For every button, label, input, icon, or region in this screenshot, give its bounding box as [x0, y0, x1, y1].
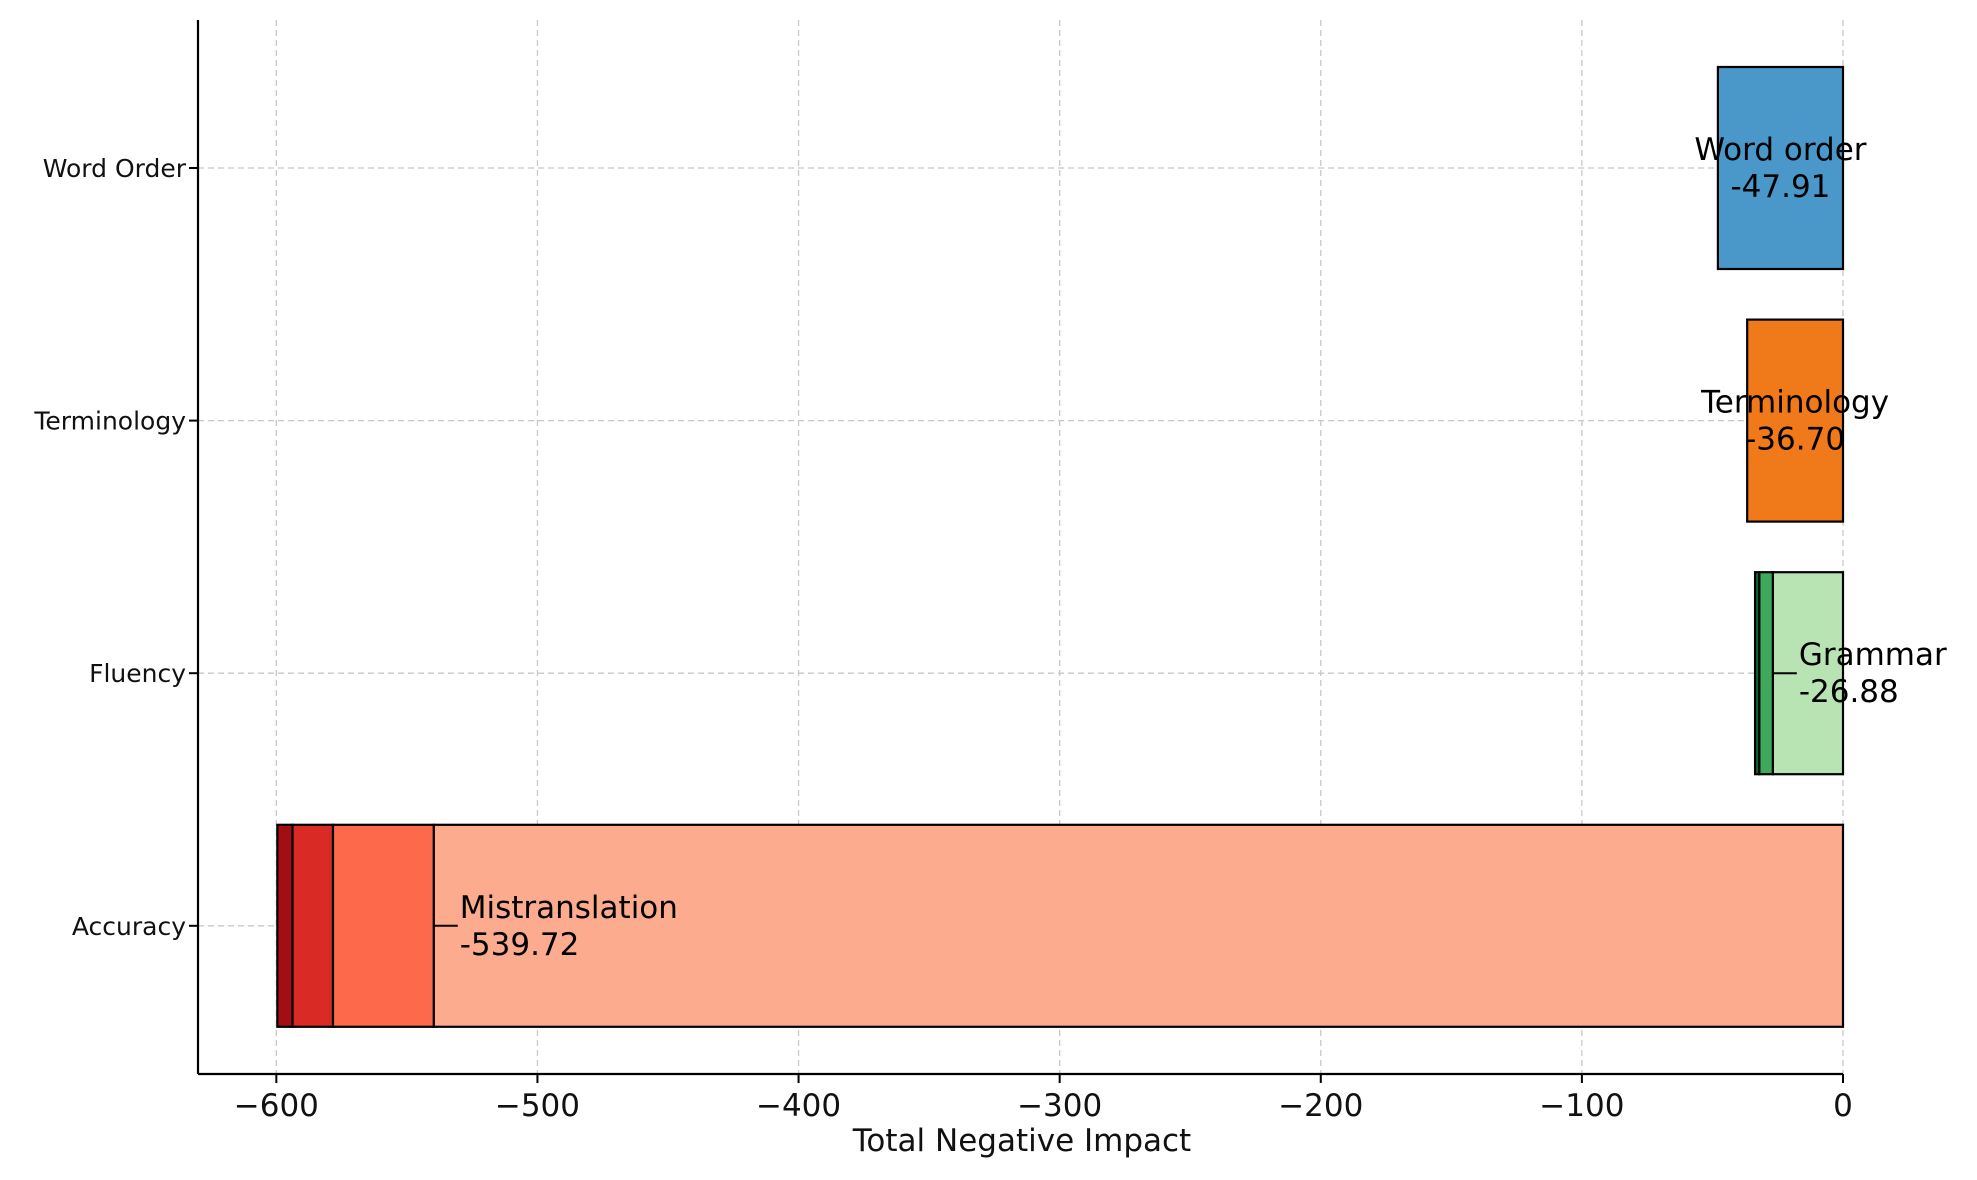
- x-tick-label: 0: [1833, 1088, 1853, 1124]
- y-tick-label: Word Order: [43, 154, 187, 183]
- bar-segment: [1758, 571, 1774, 776]
- segment-name-label: Mistranslation: [460, 890, 678, 926]
- bar-segment: [276, 823, 294, 1028]
- y-tick-label: Accuracy: [72, 912, 186, 941]
- x-tick-label: −400: [756, 1088, 841, 1124]
- x-tick-label: −500: [495, 1088, 580, 1124]
- x-tick-label: −300: [1017, 1088, 1102, 1124]
- x-tick-label: −200: [1278, 1088, 1363, 1124]
- segment-value-label: -26.88: [1799, 674, 1899, 710]
- y-tick-label: Fluency: [89, 659, 186, 688]
- bar-segment: [1716, 65, 1845, 271]
- segment-value-label: -36.70: [1745, 422, 1845, 458]
- bars: [276, 65, 1845, 1028]
- y-tick-label: Terminology: [33, 407, 186, 436]
- segment-value-label: -47.91: [1730, 169, 1830, 205]
- segment-name-label: Grammar: [1799, 637, 1947, 673]
- bar-segment: [432, 823, 1845, 1028]
- x-axis-label: Total Negative Impact: [852, 1123, 1191, 1159]
- bar-segment: [1746, 318, 1845, 523]
- segment-name-label: Terminology: [1700, 385, 1889, 421]
- segment-value-label: -539.72: [460, 927, 580, 963]
- x-tick-label: −600: [234, 1088, 319, 1124]
- bar-segment: [331, 823, 435, 1028]
- axes: −600 −500 −400 −300 −200 −100 0 Word Order Termi…: [33, 20, 1853, 1124]
- bar-segment: [291, 823, 335, 1028]
- bar-segment: [1753, 571, 1761, 776]
- segment-labels: Word order-47.91 Terminology-36.70 Grammar…: [433, 132, 1947, 963]
- segment-name-label: Word order: [1694, 132, 1866, 168]
- x-tick-label: −100: [1539, 1088, 1624, 1124]
